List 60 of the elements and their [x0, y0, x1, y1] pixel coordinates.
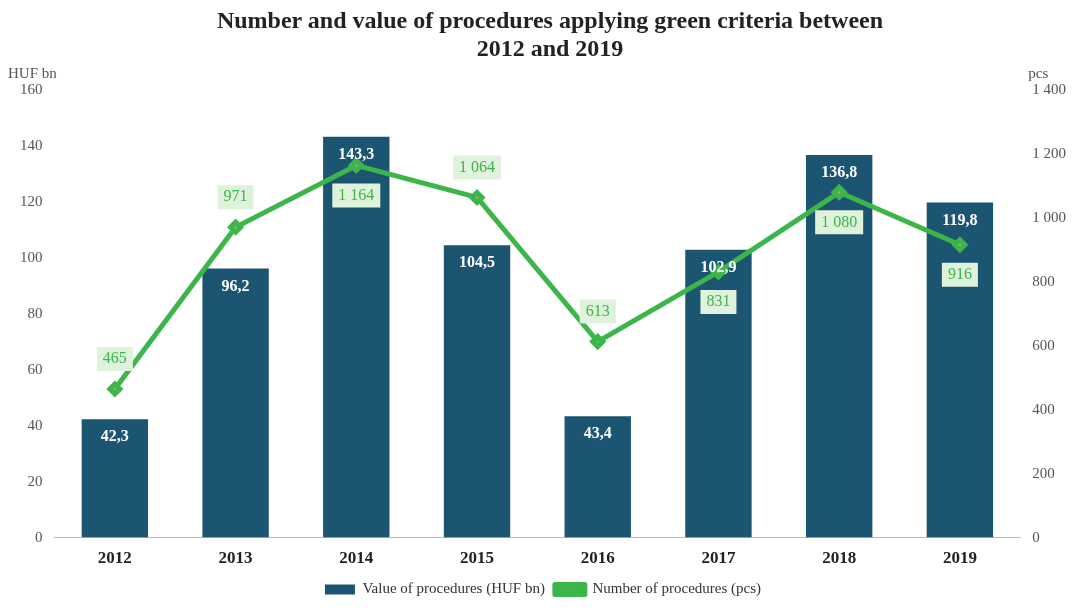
- data-label: 613: [585, 301, 610, 319]
- y2-tick-label: 400: [1032, 400, 1055, 417]
- data-label: 42,3: [100, 427, 129, 445]
- x-tick-label: 2015: [460, 548, 495, 568]
- point: [952, 237, 968, 253]
- y2-tick-label: 1 400: [1032, 80, 1066, 97]
- y-tick-label: 100: [20, 248, 43, 265]
- legend-label: Number of procedures (pcs): [592, 580, 762, 598]
- x-tick-label: 2016: [580, 548, 615, 568]
- point: [831, 184, 847, 200]
- y2-tick-label: 200: [1032, 464, 1055, 481]
- data-label: 1 164: [338, 185, 375, 203]
- bar: [202, 268, 269, 538]
- data-label: 119,8: [942, 210, 978, 228]
- y-tick-label: 0: [35, 528, 43, 545]
- y-tick-label: 80: [27, 304, 43, 321]
- legend-label: Value of procedures (HUF bn): [362, 580, 545, 598]
- y-axis-title: HUF bn: [8, 65, 58, 82]
- bar: [564, 416, 631, 538]
- data-label: 102,9: [700, 257, 737, 275]
- bar: [926, 202, 994, 538]
- point: [590, 334, 606, 350]
- y-tick-label: 60: [27, 360, 43, 377]
- data-label: 465: [102, 349, 127, 367]
- bar: [443, 245, 511, 538]
- point: [107, 381, 123, 397]
- y-tick-label: 20: [27, 472, 43, 489]
- y2-tick-label: 800: [1032, 272, 1055, 289]
- x-tick-label: 2013: [218, 548, 253, 568]
- point: [228, 219, 244, 235]
- x-tick-label: 2019: [942, 548, 977, 568]
- y-tick-label: 140: [20, 136, 43, 153]
- data-label: 43,4: [583, 424, 612, 442]
- x-tick-label: 2012: [97, 548, 132, 568]
- y-tick-label: 160: [20, 80, 43, 97]
- x-tick-label: 2017: [701, 548, 736, 568]
- bar: [805, 154, 873, 538]
- x-tick-label: 2018: [822, 548, 857, 568]
- y2-axis-title: pcs: [1028, 65, 1049, 82]
- y2-tick-label: 0: [1032, 528, 1040, 545]
- data-label: 1 080: [821, 212, 858, 230]
- data-label: 136,8: [821, 163, 858, 181]
- chart-title: Number and value of procedures applying green criteria between 2012 and 2019: [215, 6, 885, 62]
- y2-tick-label: 1 000: [1032, 208, 1066, 225]
- data-label: 143,3: [338, 144, 375, 162]
- bar: [81, 419, 149, 538]
- point: [469, 189, 485, 205]
- bar: [685, 249, 752, 538]
- data-label: 1 064: [459, 157, 496, 175]
- y2-tick-label: 1 200: [1032, 144, 1066, 161]
- data-label: 971: [223, 187, 248, 205]
- data-label: 104,5: [459, 253, 496, 271]
- data-label: 831: [706, 292, 731, 310]
- y2-tick-label: 600: [1032, 336, 1055, 353]
- data-label: 916: [947, 264, 972, 282]
- y-tick-label: 120: [20, 192, 43, 209]
- data-label: 96,2: [221, 276, 250, 294]
- bar: [323, 136, 390, 538]
- y-tick-label: 40: [27, 416, 43, 433]
- x-tick-label: 2014: [339, 548, 374, 568]
